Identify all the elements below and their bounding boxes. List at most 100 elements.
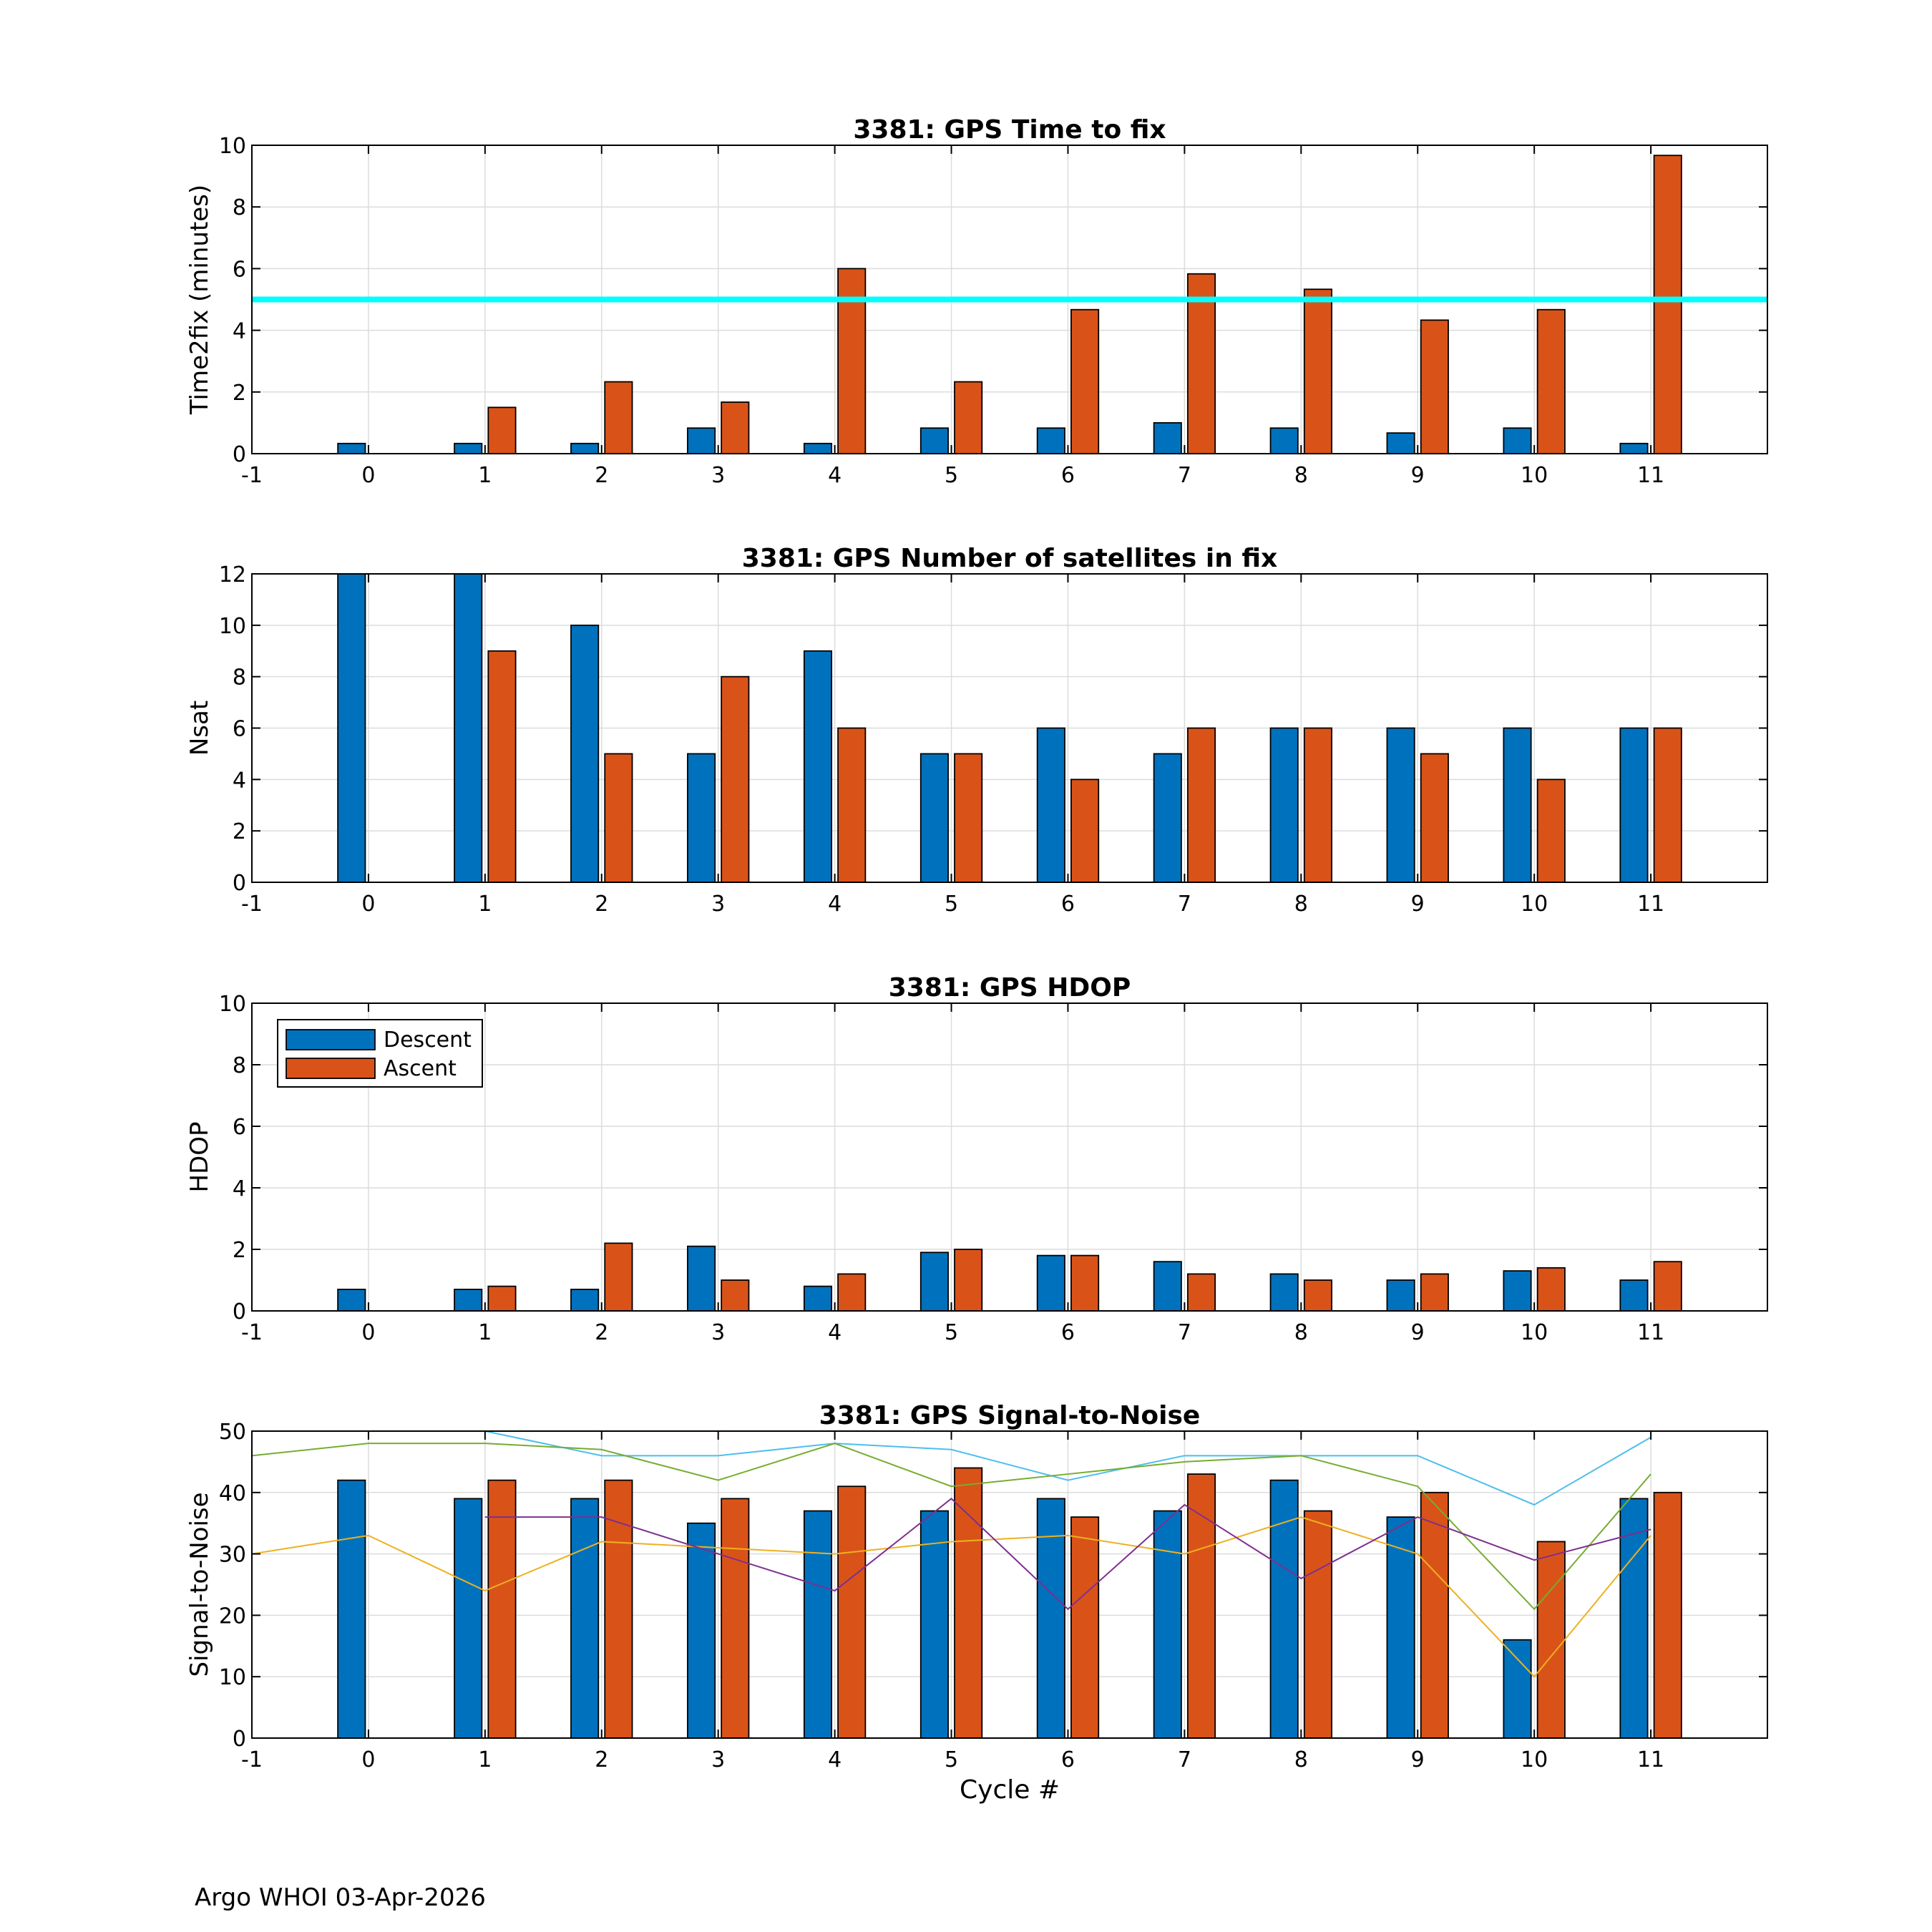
hdop-xtick-label: 5 [945,1320,958,1345]
nsat-ytick-label: 6 [233,717,246,742]
nsat-xtick-label: 8 [1294,892,1308,917]
snr-bar-ascent-2 [604,1479,633,1739]
snr-line-1 [252,1443,1652,1611]
nsat-bar-descent-7 [1153,753,1182,883]
time2fix-bar-ascent-5 [954,381,983,454]
nsat-bar-descent-9 [1386,727,1415,883]
hdop-bar-ascent-3 [721,1279,750,1312]
time2fix-ytick-label: 0 [233,442,246,467]
time2fix-bar-descent-9 [1386,432,1415,454]
nsat-title: 3381: GPS Number of satellites in fix [742,544,1278,573]
nsat-bar-ascent-4 [837,727,867,883]
snr-xtick-label: 9 [1411,1747,1425,1772]
snr-bar-descent-0 [337,1479,366,1739]
hdop-bar-descent-0 [337,1289,366,1312]
nsat-bar-ascent-3 [721,675,750,883]
snr-bar-descent-3 [687,1522,716,1739]
time2fix-ytick-label: 8 [233,195,246,220]
hdop-legend-label-descent: Descent [384,1028,472,1053]
hdop-legend: Descent Ascent [277,1019,483,1088]
nsat-xtick-label: 6 [1061,892,1075,917]
hdop-xtick-label: 4 [828,1320,841,1345]
time2fix-ytick-label: 2 [233,381,246,406]
hdop-xtick-label: 2 [595,1320,608,1345]
snr-bar-ascent-9 [1420,1491,1449,1739]
hdop-bar-descent-3 [687,1245,716,1312]
hdop-bar-ascent-8 [1303,1279,1332,1312]
nsat-ytick-label: 2 [233,819,246,844]
time2fix-ylabel: Time2fix (minutes) [185,185,214,415]
snr-xlabel: Cycle # [960,1775,1060,1805]
hdop-ytick-label: 6 [233,1115,246,1140]
hdop-bar-descent-5 [919,1252,949,1312]
snr-bar-ascent-1 [487,1479,517,1739]
nsat-bar-descent-4 [803,650,833,883]
nsat-ytick-label: 10 [219,614,246,639]
snr-line-2 [252,1516,1652,1678]
time2fix-bar-ascent-11 [1653,155,1682,454]
hdop-bar-descent-10 [1503,1270,1532,1312]
time2fix-bar-descent-11 [1619,442,1649,454]
time2fix-xtick-label: -1 [241,463,263,488]
time2fix-bar-descent-6 [1036,427,1065,454]
time2fix-xtick-label: 10 [1521,463,1548,488]
snr-ytick-label: 20 [219,1604,246,1629]
time2fix-bar-ascent-4 [837,268,867,454]
snr-bar-descent-10 [1503,1639,1532,1739]
snr-line-3 [484,1498,1652,1611]
time2fix-bar-ascent-3 [721,401,750,454]
nsat-bar-ascent-10 [1536,779,1566,883]
snr-bar-descent-1 [454,1498,483,1739]
snr-xtick-label: 3 [711,1747,725,1772]
time2fix-bar-descent-1 [454,442,483,454]
nsat-bar-descent-5 [919,753,949,883]
hdop-ytick-label: 8 [233,1053,246,1078]
time2fix-xtick-label: 9 [1411,463,1425,488]
nsat-bar-ascent-2 [604,753,633,883]
time2fix-bar-descent-4 [803,442,833,454]
hdop-bar-ascent-9 [1420,1273,1449,1312]
hdop-bar-ascent-4 [837,1273,867,1312]
time2fix-bar-ascent-6 [1070,308,1100,454]
nsat-bar-descent-2 [570,624,600,883]
nsat-xtick-label: 2 [595,892,608,917]
nsat-xtick-label: 1 [478,892,492,917]
hdop-legend-swatch-descent [286,1029,376,1050]
time2fix-bar-ascent-2 [604,381,633,454]
hdop-bar-descent-11 [1619,1279,1649,1312]
nsat-bar-descent-3 [687,753,716,883]
snr-bar-ascent-7 [1186,1473,1216,1739]
snr-bar-descent-11 [1619,1498,1649,1739]
time2fix-bar-descent-8 [1269,427,1299,454]
snr-title: 3381: GPS Signal-to-Noise [819,1401,1201,1430]
time2fix-axes-box [251,145,1768,454]
snr-bar-descent-5 [919,1510,949,1739]
snr-bar-ascent-3 [721,1498,750,1739]
nsat-bar-descent-0 [337,573,366,883]
hdop-xtick-label: -1 [241,1320,263,1345]
nsat-xtick-label: 5 [945,892,958,917]
time2fix-ytick-label: 4 [233,319,246,344]
hdop-title: 3381: GPS HDOP [889,973,1131,1002]
hdop-bar-descent-7 [1153,1261,1182,1312]
snr-axes-box [251,1430,1768,1739]
snr-ytick-label: 50 [219,1420,246,1445]
snr-xtick-label: -1 [241,1747,263,1772]
time2fix-bar-ascent-1 [487,406,517,454]
hdop-bar-descent-9 [1386,1279,1415,1312]
time2fix-bar-descent-10 [1503,427,1532,454]
time2fix-xtick-label: 8 [1294,463,1308,488]
time2fix-xtick-label: 7 [1178,463,1191,488]
hdop-xtick-label: 6 [1061,1320,1075,1345]
snr-ytick-label: 30 [219,1543,246,1568]
nsat-xtick-label: 7 [1178,892,1191,917]
snr-xtick-label: 1 [478,1747,492,1772]
time2fix-xtick-label: 1 [478,463,492,488]
hdop-xtick-label: 8 [1294,1320,1308,1345]
nsat-xtick-label: 4 [828,892,841,917]
snr-xtick-label: 10 [1521,1747,1548,1772]
